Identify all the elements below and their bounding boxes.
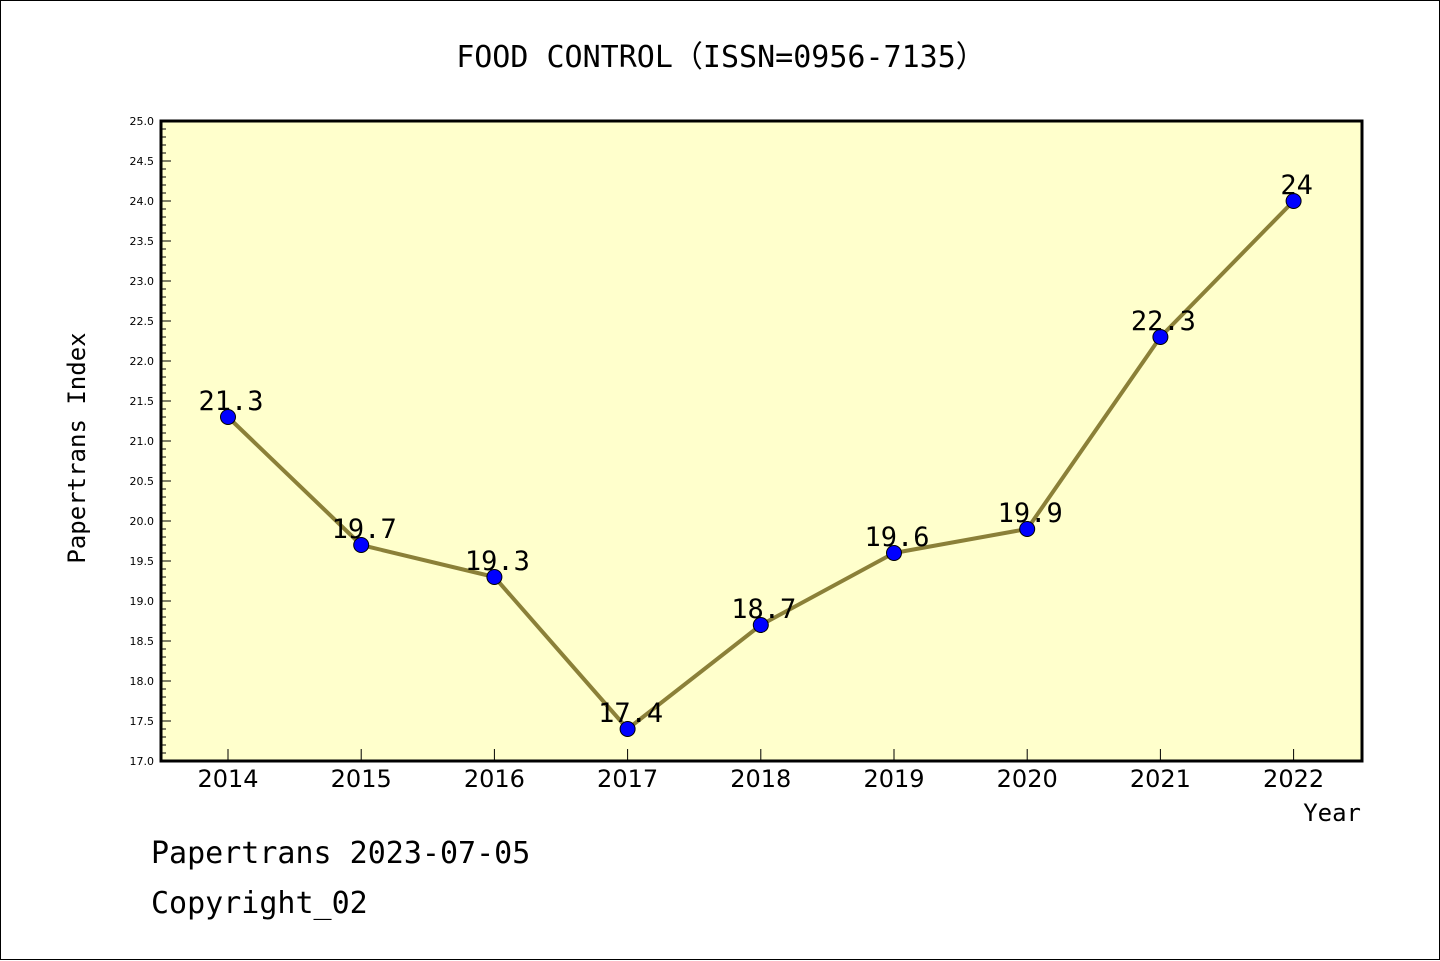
x-tick-label: 2019 — [863, 765, 924, 793]
data-point — [619, 721, 636, 737]
y-tick-label: 22.5 — [130, 315, 155, 328]
x-tick-label: 2017 — [597, 765, 658, 793]
y-tick-label: 25.0 — [130, 115, 155, 128]
y-tick-label: 17.0 — [130, 755, 155, 768]
data-point — [1019, 521, 1036, 537]
data-point — [752, 617, 769, 633]
y-tick-label: 18.0 — [130, 675, 155, 688]
data-label: 22.3 — [1131, 306, 1196, 337]
x-tick-label: 2014 — [197, 765, 258, 793]
y-tick-label: 18.5 — [130, 635, 155, 648]
data-label-group: 21.3 19.7 19.3 17.4 18.7 19.6 19.9 22.3 24 — [198, 170, 1312, 729]
y-tick-label: 24.0 — [130, 195, 155, 208]
data-point — [353, 537, 370, 553]
x-axis-label: Year — [1303, 799, 1361, 827]
y-tick-label: 19.0 — [130, 595, 155, 608]
y-tick-label: 20.0 — [130, 515, 155, 528]
x-tick-label: 2022 — [1263, 765, 1324, 793]
chart-title: FOOD CONTROL（ISSN=0956-7135） — [456, 40, 986, 75]
marker-group — [220, 193, 1302, 737]
data-label: 17.4 — [598, 698, 663, 729]
y-axis-label: Papertrans Index — [63, 332, 91, 563]
y-tick-label: 23.5 — [130, 235, 155, 248]
data-label: 18.7 — [731, 594, 796, 625]
y-tick-label: 17.5 — [130, 715, 155, 728]
x-axis: 2014 2015 2016 2017 2018 2019 2020 2021 2022 — [197, 749, 1324, 793]
plot-border — [159, 119, 1364, 763]
footer-date: Papertrans 2023-07-05 — [151, 836, 531, 871]
y-tick-label: 19.5 — [130, 555, 155, 568]
y-tick-label: 22.0 — [130, 355, 155, 368]
data-point — [1285, 193, 1302, 209]
footer-copyright: Copyright_02 — [151, 886, 368, 921]
y-tick-label: 21.5 — [130, 395, 155, 408]
data-label: 21.3 — [198, 386, 263, 417]
x-tick-label: 2016 — [464, 765, 525, 793]
y-tick-label: 24.5 — [130, 155, 155, 168]
data-point — [220, 409, 236, 425]
x-tick-label: 2015 — [331, 765, 392, 793]
plot-area — [161, 121, 1362, 761]
data-label: 19.7 — [332, 514, 397, 545]
data-point — [886, 545, 902, 561]
data-label: 19.6 — [864, 522, 929, 553]
data-point — [1152, 329, 1169, 345]
x-tick-label: 2021 — [1130, 765, 1191, 793]
x-tick-label: 2018 — [730, 765, 791, 793]
y-tick-label: 20.5 — [130, 475, 155, 488]
y-tick-label: 21.0 — [130, 435, 155, 448]
x-tick-label: 2020 — [997, 765, 1058, 793]
data-label: 19.3 — [465, 546, 530, 577]
data-label: 24 — [1280, 170, 1313, 201]
data-point — [486, 569, 503, 585]
data-label: 19.9 — [998, 498, 1063, 529]
y-tick-label: 23.0 — [130, 275, 155, 288]
